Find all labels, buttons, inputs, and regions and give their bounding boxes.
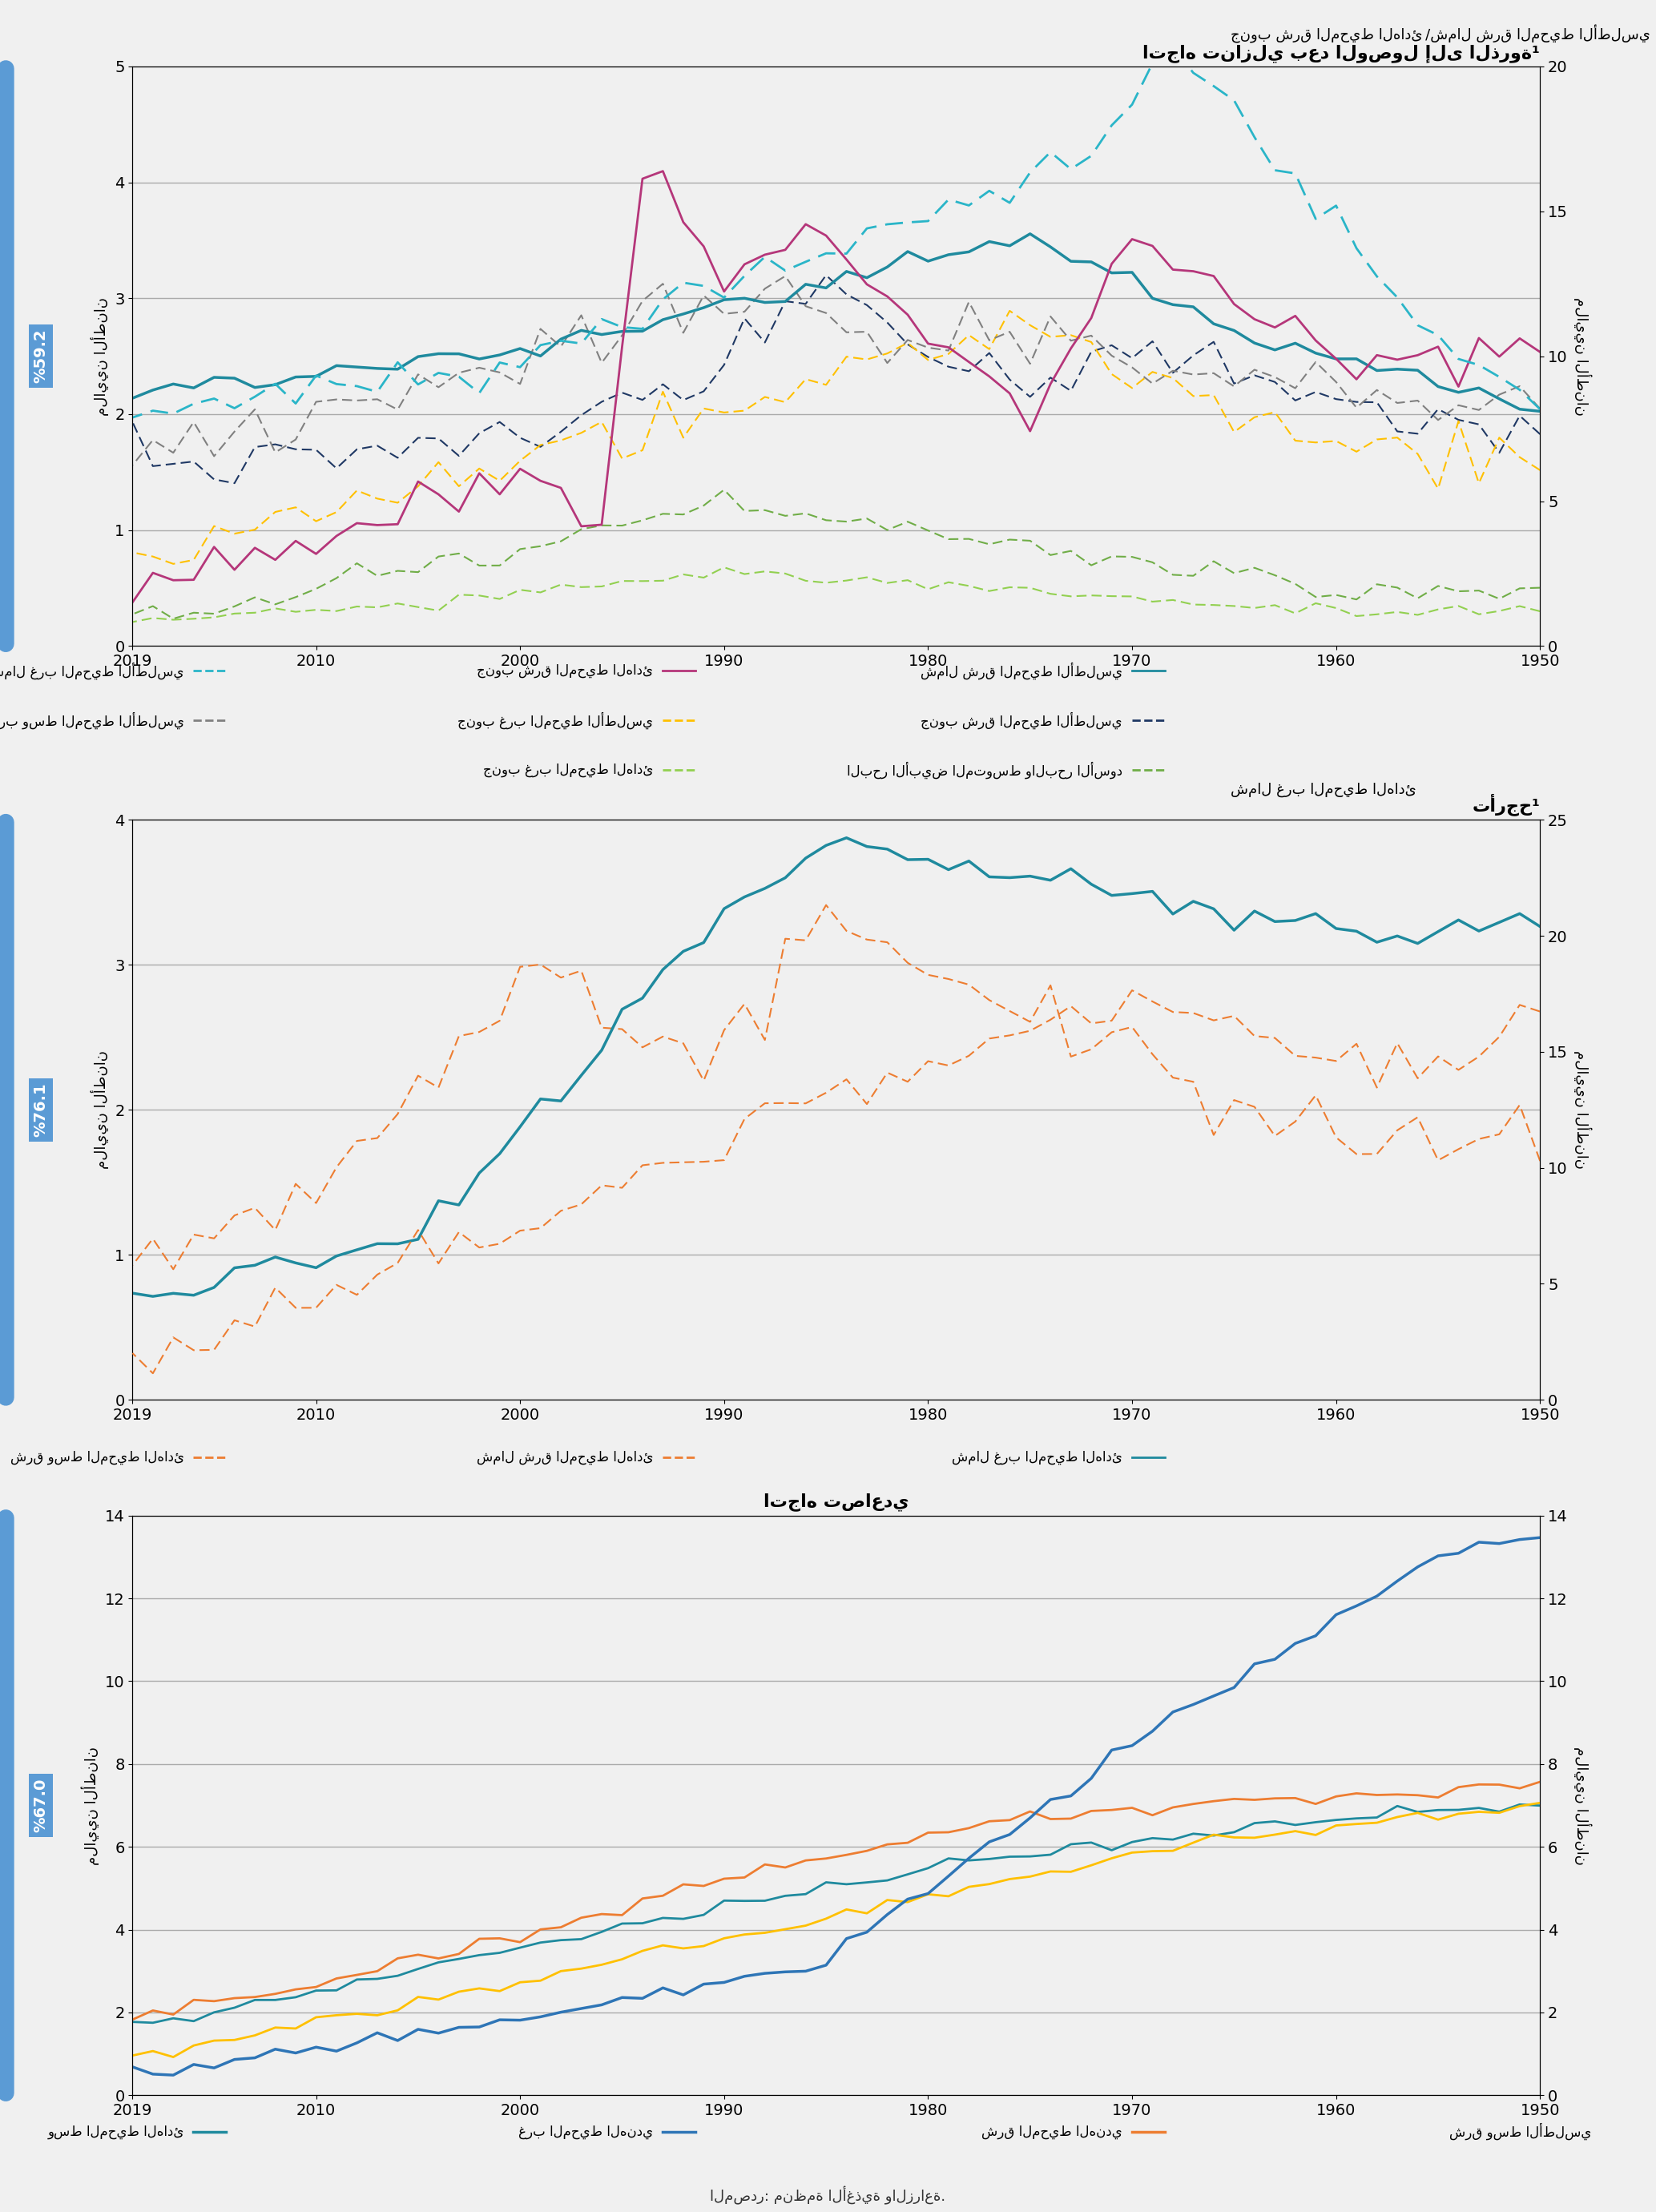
Text: جنوب غرب المحيط الهادئ: جنوب غرب المحيط الهادئ: [484, 763, 654, 776]
Text: جنوب شرق المحيط الهادئ: جنوب شرق المحيط الهادئ: [477, 664, 654, 679]
Text: غرب وسط المحيط الأطلسي: غرب وسط المحيط الأطلسي: [0, 712, 184, 730]
Y-axis label: ملايين الأطنان: ملايين الأطنان: [81, 1745, 99, 1865]
Text: شرق المحيط الهندي: شرق المحيط الهندي: [982, 2124, 1123, 2139]
Y-axis label: ملايين الأطنان: ملايين الأطنان: [91, 1051, 109, 1170]
Text: شمال غرب المحيط الهادئ: شمال غرب المحيط الهادئ: [952, 1451, 1123, 1464]
Title: اتجاه تصاعدي: اتجاه تصاعدي: [763, 1493, 909, 1511]
Text: اتجاه تنازلي بعد الوصول إلى الذروة¹: اتجاه تنازلي بعد الوصول إلى الذروة¹: [1143, 44, 1540, 62]
Text: شمال شرق المحيط الأطلسي: شمال شرق المحيط الأطلسي: [921, 661, 1123, 679]
Text: %67.0: %67.0: [33, 1778, 48, 1832]
Text: شرق وسط المحيط الهادئ: شرق وسط المحيط الهادئ: [10, 1451, 184, 1464]
Y-axis label: ملايين الأطنان: ملايين الأطنان: [1573, 1745, 1591, 1865]
Y-axis label: ملايين الأطنان: ملايين الأطنان: [91, 296, 109, 416]
Text: جنوب شرق المحيط الأطلسي: جنوب شرق المحيط الأطلسي: [921, 712, 1123, 730]
Text: غرب المحيط الهندي: غرب المحيط الهندي: [518, 2124, 654, 2139]
Text: جنوب شرق المحيط الهادئ /شمال شرق المحيط الأطلسي: جنوب شرق المحيط الهادئ /شمال شرق المحيط …: [1230, 24, 1649, 44]
Text: شمال غرب المحيط الهادئ: شمال غرب المحيط الهادئ: [1230, 783, 1416, 796]
Y-axis label: ملايين الأطنان: ملايين الأطنان: [1573, 1051, 1591, 1170]
Y-axis label: ملايين الأطنان: ملايين الأطنان: [1573, 296, 1591, 416]
Text: %76.1: %76.1: [33, 1082, 48, 1137]
Text: البحر الأبيض المتوسط والبحر الأسود: البحر الأبيض المتوسط والبحر الأسود: [846, 761, 1123, 779]
Text: جنوب غرب المحيط الأطلسي: جنوب غرب المحيط الأطلسي: [457, 712, 654, 730]
Text: %59.2: %59.2: [33, 330, 48, 383]
Text: شمال شرق المحيط الهادئ: شمال شرق المحيط الهادئ: [477, 1451, 654, 1464]
Text: شرق وسط الأطلسي: شرق وسط الأطلسي: [1449, 2124, 1591, 2141]
Text: شمال غرب المحيط الأطلسي: شمال غرب المحيط الأطلسي: [0, 661, 184, 679]
Text: تأرجح¹: تأرجح¹: [1472, 794, 1540, 816]
Text: وسط المحيط الهادئ: وسط المحيط الهادئ: [48, 2124, 184, 2139]
Text: المصدر: منظمة الأغذية والزراعة.: المصدر: منظمة الأغذية والزراعة.: [710, 2185, 946, 2205]
